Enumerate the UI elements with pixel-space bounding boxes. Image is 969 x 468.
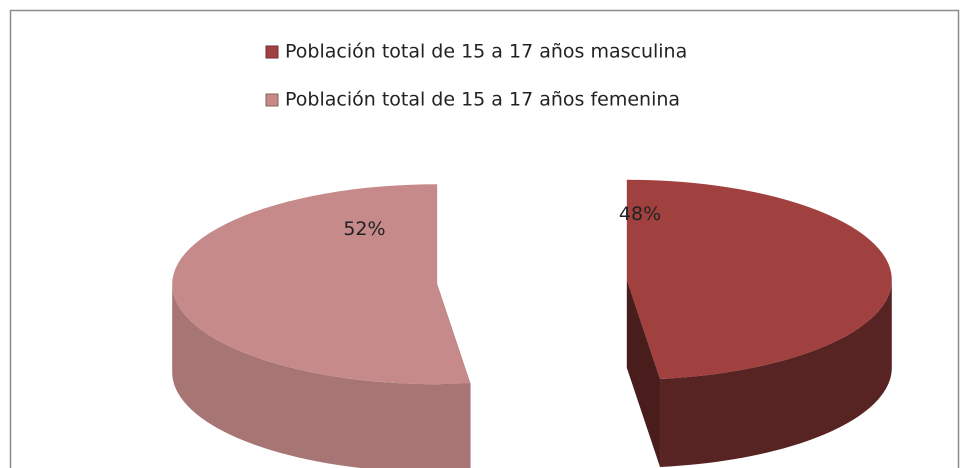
slice-top — [626, 179, 892, 379]
slice-top — [172, 184, 471, 385]
data-label: 52% — [343, 218, 385, 240]
slice-wall — [626, 279, 661, 467]
legend-label: Población total de 15 a 17 años femenina — [285, 89, 680, 111]
legend-marker — [265, 45, 279, 59]
legend-marker — [265, 93, 279, 107]
pie-slice: 48% — [619, 179, 892, 467]
legend-label: Población total de 15 a 17 años masculin… — [285, 41, 687, 63]
slice-side — [172, 284, 471, 468]
pie-slice: 52% — [172, 184, 471, 468]
data-label: 48% — [619, 203, 661, 225]
slice-side — [660, 279, 892, 467]
